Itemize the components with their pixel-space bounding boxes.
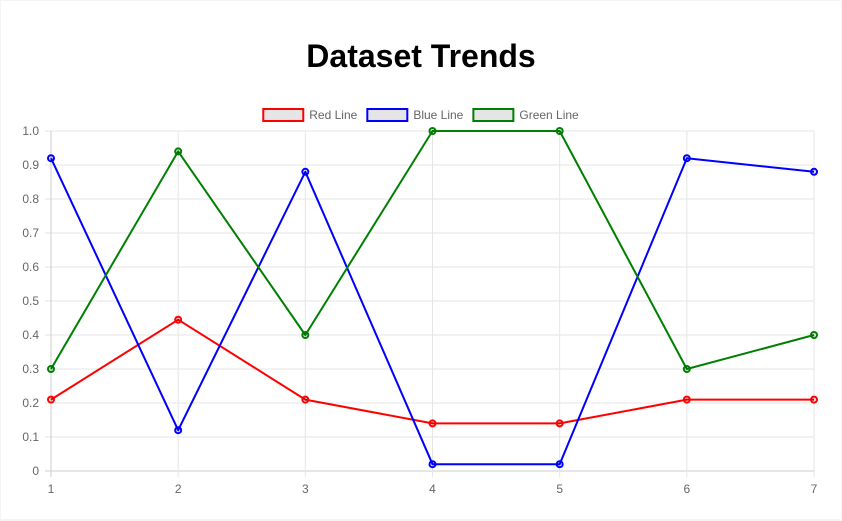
- x-tick-label: 6: [683, 482, 690, 496]
- series-lines: [47, 127, 818, 469]
- series-line: [50, 157, 815, 466]
- data-point[interactable]: [428, 419, 437, 428]
- y-tick-label: 0.1: [22, 430, 39, 444]
- legend-label: Red Line: [309, 108, 357, 122]
- series-line: [50, 318, 814, 425]
- y-tick-label: 0: [32, 464, 39, 478]
- series-line: [50, 130, 815, 370]
- data-point[interactable]: [174, 147, 183, 156]
- data-point[interactable]: [555, 419, 564, 428]
- data-point[interactable]: [810, 167, 818, 176]
- x-tick-label: 2: [175, 482, 182, 496]
- series-group: [47, 127, 818, 373]
- x-tick-label: 1: [48, 482, 55, 496]
- data-point[interactable]: [682, 154, 691, 163]
- axes: 0 0.1 0.2 0.3 0.4 0.5 0.6 0.7 0.8 0.9 1.0 1 2 3 4 5 6 7: [22, 124, 817, 496]
- legend-item[interactable]: Red Line: [262, 108, 358, 122]
- data-point[interactable]: [810, 395, 818, 404]
- y-tick-label: 0.3: [22, 362, 39, 376]
- y-tick-label: 0.7: [22, 226, 39, 240]
- data-point[interactable]: [555, 460, 564, 469]
- series-group: [47, 154, 818, 469]
- y-tick-label: 0.9: [22, 158, 39, 172]
- data-point[interactable]: [301, 331, 310, 339]
- data-point[interactable]: [174, 426, 183, 435]
- x-tick-label: 5: [556, 482, 563, 496]
- legend[interactable]: Red Line Blue Line Green Line: [262, 108, 579, 122]
- data-point[interactable]: [682, 395, 691, 404]
- legend-item[interactable]: Green Line: [472, 108, 579, 122]
- data-point[interactable]: [174, 315, 183, 324]
- data-point[interactable]: [301, 395, 310, 404]
- legend-swatch: [366, 108, 409, 122]
- x-tick-label: 4: [429, 482, 436, 496]
- data-point[interactable]: [428, 127, 437, 135]
- chart-title: Dataset Trends: [306, 38, 536, 74]
- data-point[interactable]: [301, 167, 310, 176]
- data-point[interactable]: [47, 154, 55, 163]
- data-point[interactable]: [428, 460, 437, 469]
- legend-item[interactable]: Blue Line: [366, 108, 464, 122]
- data-point[interactable]: [47, 365, 55, 373]
- data-point[interactable]: [810, 331, 818, 339]
- legend-swatch: [262, 108, 305, 122]
- x-tick-label: 3: [302, 482, 309, 496]
- data-point[interactable]: [47, 395, 55, 404]
- legend-swatch: [472, 108, 515, 122]
- data-point[interactable]: [555, 127, 564, 135]
- y-tick-label: 0.5: [22, 294, 39, 308]
- y-tick-label: 0.6: [22, 260, 39, 274]
- x-tick-label: 7: [811, 482, 818, 496]
- y-tick-label: 1.0: [22, 124, 39, 138]
- y-tick-label: 0.8: [22, 192, 39, 206]
- legend-label: Green Line: [519, 108, 579, 122]
- y-tick-label: 0.2: [22, 396, 39, 410]
- legend-label: Blue Line: [413, 108, 463, 122]
- y-tick-label: 0.4: [22, 328, 39, 342]
- series-group: [47, 315, 818, 428]
- data-point[interactable]: [682, 365, 691, 373]
